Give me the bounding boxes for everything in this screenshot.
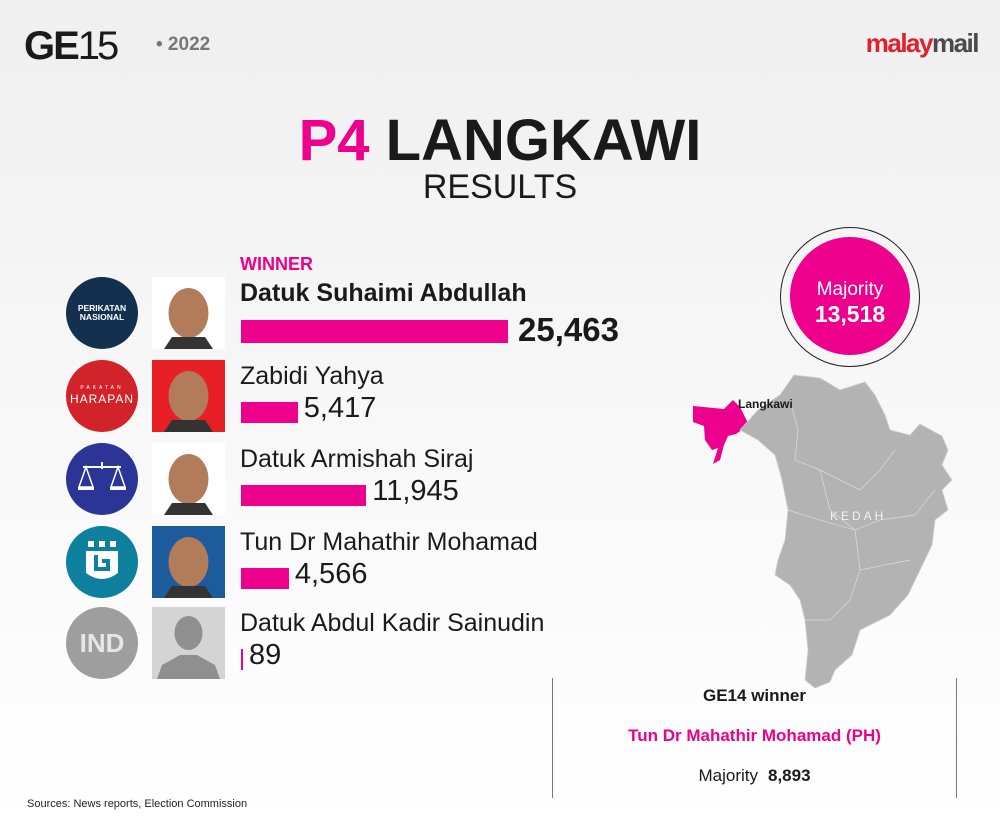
candidate-row: PAKATAN HARAPAN Zabidi Yahya 5,417 [66,360,666,432]
vote-bar [241,485,367,506]
candidate-name: Datuk Armishah Siraj [240,445,474,473]
vote-bar [241,568,289,589]
event-prefix: GE [24,24,80,68]
seat-code: P4 [298,108,370,173]
vote-bar [241,402,298,423]
candidate-name: Datuk Abdul Kadir Sainudin [240,609,545,637]
candidate-row: PERIKATAN NASIONAL Datuk Suhaimi Abdullah… [66,277,666,349]
candidate-photo [152,607,225,679]
malaymail-logo: malaymail [865,28,980,59]
party-logo-text: PERIKATAN NASIONAL [77,303,127,322]
ge14-majority: Majority 8,893 [553,766,956,786]
candidate-row: Datuk Armishah Siraj 11,945 [66,443,666,515]
map-state-label: KEDAH [830,509,886,523]
party-logo: PAKATAN HARAPAN [66,360,138,432]
ge14-title: GE14 winner [703,686,806,705]
vote-count: 11,945 [372,475,459,507]
party-logo: PERIKATAN NASIONAL [66,277,138,349]
party-logo [66,443,138,515]
kedah-map: Langkawi KEDAH [693,374,953,689]
event-number: 15 [77,24,119,68]
sources-note: Sources: News reports, Election Commissi… [27,798,248,810]
party-logo-text: IND [79,627,125,658]
vote-count: 89 [249,639,282,671]
candidate-name: Zabidi Yahya [240,362,384,390]
page-subtitle: RESULTS [422,168,578,206]
party-logo-top: PAKATAN [80,384,124,391]
majority-value: 13,518 [814,301,886,327]
brand-part1: malay [865,28,934,58]
party-logo: IND [66,607,138,679]
ge15-logo: GE15 [24,24,119,68]
event-year: • 2022 [156,34,211,55]
majority-badge: Majority 13,518 [790,237,910,355]
party-logo [66,526,138,598]
map-highlight-label: Langkawi [738,397,793,411]
ge14-winner-name: Tun Dr Mahathir Mohamad (PH) [628,726,881,745]
candidate-name: Datuk Suhaimi Abdullah [240,279,527,307]
candidate-photo [152,360,225,432]
majority-label: Majority [816,279,884,300]
winner-label: WINNER [240,254,313,274]
brand-part2: mail [931,28,980,58]
kedah-state [739,374,953,689]
seat-name: LANGKAWI [385,108,702,173]
vote-count: 25,463 [518,311,619,348]
langkawi-island [693,400,749,464]
ge14-majority-value: 8,893 [767,766,811,785]
majority-ring [780,227,920,367]
vote-bar [241,649,243,670]
party-logo-text: HARAPAN [69,391,135,406]
vote-count: 5,417 [303,392,377,424]
candidate-row: IND Datuk Abdul Kadir Sainudin 89 [66,607,666,679]
candidate-photo [152,526,225,598]
candidate-photo [152,277,225,349]
ge14-majority-label: Majority [698,766,758,785]
candidate-photo [152,443,225,515]
vote-bar [241,320,508,343]
candidate-name: Tun Dr Mahathir Mohamad [240,528,538,556]
candidate-row: Tun Dr Mahathir Mohamad 4,566 [66,526,666,598]
vote-count: 4,566 [294,558,368,590]
ge14-winner-panel: GE14 winner Tun Dr Mahathir Mohamad (PH)… [552,678,957,798]
page-title: P4 LANGKAWI [0,112,1000,170]
